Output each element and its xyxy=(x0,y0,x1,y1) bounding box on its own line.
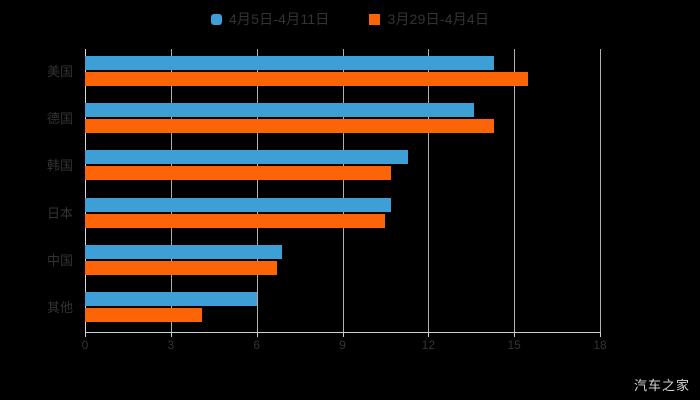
category-row-3: 日本 xyxy=(47,197,600,230)
chart-legend: 4月5日-4月11日 3月29日-4月4日 xyxy=(0,8,700,30)
legend-label-series-1: 3月29日-4月4日 xyxy=(387,11,490,27)
plot-area: 美国德国韩国日本中国其他 xyxy=(47,49,601,332)
legend-marker-icon-series-0 xyxy=(210,13,222,25)
x-axis: 0 3 6 9 12 15 18 xyxy=(82,332,607,351)
legend-marker-icon-series-1 xyxy=(369,13,381,25)
x-axis-tick-18 xyxy=(600,332,601,337)
category-row-1: 德国 xyxy=(47,103,600,135)
bar-series-0-category-0[interactable] xyxy=(85,56,495,71)
x-axis-tick-12 xyxy=(428,332,430,337)
x-axis-tick-label-15: 15 xyxy=(507,338,521,352)
gridline-x-12 xyxy=(428,49,430,332)
x-axis-tick-label-18: 18 xyxy=(593,338,607,352)
gridline-x-9 xyxy=(342,49,344,332)
x-axis-tick-label-6: 6 xyxy=(253,338,260,352)
y-axis-tick-label-1: 德国 xyxy=(46,111,73,127)
x-axis-tick-label-9: 9 xyxy=(339,338,346,352)
category-row-2: 韩国 xyxy=(47,150,600,182)
x-axis-tick-label-12: 12 xyxy=(421,338,435,352)
bar-series-1-category-5[interactable] xyxy=(85,307,203,322)
y-axis-tick-label-4: 中国 xyxy=(46,252,73,268)
bar-series-0-category-4[interactable] xyxy=(85,244,283,259)
bar-series-1-category-1[interactable] xyxy=(85,119,495,134)
y-axis-tick-label-2: 韩国 xyxy=(46,158,73,174)
x-axis-tick-3 xyxy=(170,332,172,337)
bar-series-1-category-0[interactable] xyxy=(85,72,529,87)
x-axis-tick-0 xyxy=(85,332,86,337)
legend-item-series-0[interactable]: 4月5日-4月11日 xyxy=(210,11,330,27)
watermark: 汽车之家 xyxy=(633,378,690,393)
y-axis-tick-label-3: 日本 xyxy=(46,205,73,221)
gridline-x-18 xyxy=(600,49,601,332)
gridline-x-6 xyxy=(256,49,258,332)
bar-series-0-category-3[interactable] xyxy=(85,197,392,212)
gridline-x-3 xyxy=(170,49,172,332)
legend-label-series-0: 4月5日-4月11日 xyxy=(228,11,330,27)
category-row-0: 美国 xyxy=(47,56,600,88)
x-axis-tick-9 xyxy=(342,332,344,337)
bar-series-1-category-4[interactable] xyxy=(85,260,277,275)
gridline-x-15 xyxy=(514,49,516,332)
bar-series-0-category-1[interactable] xyxy=(85,103,475,118)
y-axis-line xyxy=(85,49,86,332)
x-axis-tick-label-0: 0 xyxy=(81,338,89,352)
x-axis-tick-6 xyxy=(256,332,258,337)
category-row-5: 其他 xyxy=(47,291,600,324)
category-row-4: 中国 xyxy=(47,244,600,277)
bar-series-0-category-2[interactable] xyxy=(85,150,409,165)
bar-series-1-category-2[interactable] xyxy=(85,166,392,181)
legend-item-series-1[interactable]: 3月29日-4月4日 xyxy=(369,12,489,26)
x-axis-tick-label-3: 3 xyxy=(167,338,175,352)
bar-series-0-category-5[interactable] xyxy=(85,291,257,306)
x-axis-tick-15 xyxy=(514,332,516,337)
y-axis-tick-label-5: 其他 xyxy=(46,299,73,315)
y-axis-tick-label-0: 美国 xyxy=(46,64,73,80)
bar-series-1-category-3[interactable] xyxy=(85,213,386,228)
